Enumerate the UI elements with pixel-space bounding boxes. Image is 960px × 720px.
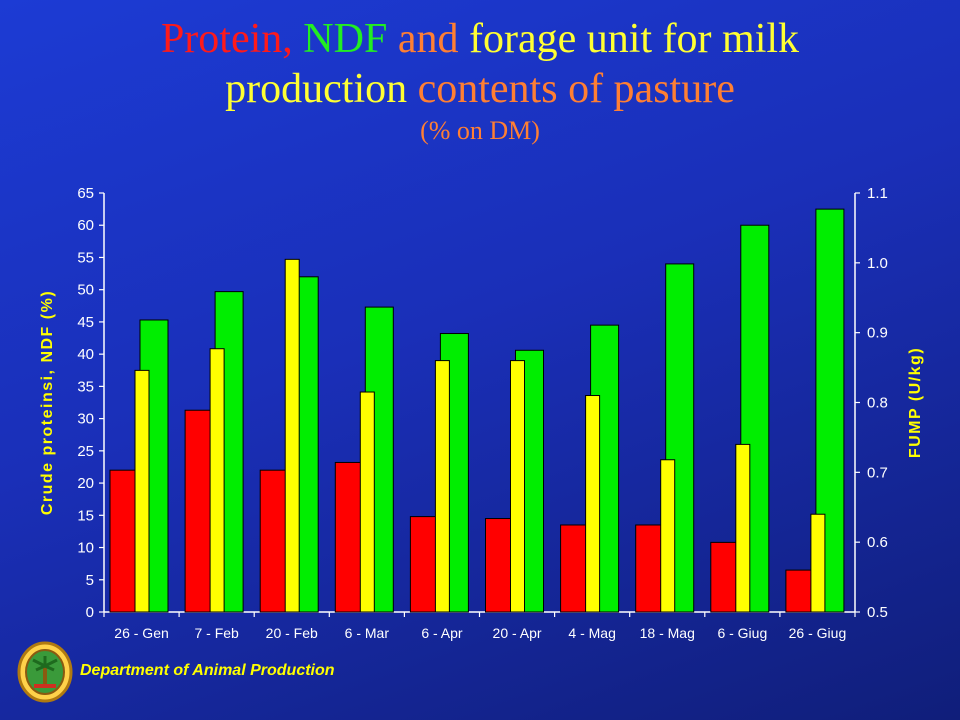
y-tick-label-right: 0.8	[867, 395, 888, 412]
y-tick-label-left: 60	[77, 217, 94, 234]
y-tick-label-left: 5	[86, 572, 94, 589]
y-tick-label-right: 0.5	[867, 604, 888, 621]
y-axis-title-left: Crude proteinsi, NDF (%)	[39, 290, 56, 515]
title-line-1: Protein, NDF and forage unit for milk	[0, 14, 960, 64]
title-word-contents: contents of pasture	[407, 66, 735, 112]
y-tick-label-right: 0.9	[867, 325, 888, 342]
bar-protein	[635, 524, 665, 613]
department-logo	[17, 641, 73, 703]
x-tick-label: 26 - Giug	[789, 625, 847, 641]
bar-protein	[259, 469, 289, 613]
y-tick-label-right: 0.6	[867, 534, 888, 551]
y-tick-label-left: 35	[77, 378, 94, 395]
y-tick-label-left: 15	[77, 507, 94, 524]
x-tick-label: 7 - Feb	[194, 625, 239, 641]
y-tick-label-right: 1.0	[867, 255, 888, 272]
x-tick-label: 18 - Mag	[640, 625, 695, 641]
department-footer: Department of Animal Production	[80, 662, 335, 679]
y-tick-label-left: 10	[77, 540, 94, 557]
title-word-forage: forage unit for milk	[468, 16, 800, 62]
y-axis-title-right: FUMP (U/kg)	[907, 347, 924, 458]
bar-protein	[710, 541, 740, 613]
bar-fump	[434, 360, 450, 613]
y-tick-label-left: 50	[77, 282, 94, 299]
title-word-and: and	[387, 16, 469, 62]
bar-fump	[810, 513, 826, 613]
y-tick-label-left: 25	[77, 443, 94, 460]
y-tick-label-left: 45	[77, 314, 94, 331]
title-word-protein: Protein	[160, 16, 283, 62]
y-tick-label-left: 0	[86, 604, 94, 621]
title-word-production: production	[225, 66, 408, 112]
bar-fump	[585, 395, 601, 613]
x-tick-label: 6 - Mar	[345, 625, 390, 641]
bar-fump	[134, 369, 150, 613]
title-line-2: production contents of pasture	[0, 64, 960, 114]
x-tick-label: 26 - Gen	[114, 625, 168, 641]
y-tick-label-left: 40	[77, 346, 94, 363]
y-tick-label-left: 20	[77, 475, 94, 492]
x-tick-label: 20 - Feb	[266, 625, 318, 641]
slide-title: Protein, NDF and forage unit for milk pr…	[0, 14, 960, 148]
y-tick-label-left: 55	[77, 249, 94, 266]
x-tick-label: 6 - Apr	[421, 625, 463, 641]
bar-protein	[785, 569, 815, 613]
x-tick-label: 20 - Apr	[493, 625, 542, 641]
title-word-ndf: NDF	[303, 16, 388, 62]
bar-protein	[560, 524, 590, 613]
bar-fump	[510, 360, 525, 613]
y-tick-label-right: 1.1	[867, 185, 888, 202]
bar-fump	[660, 459, 676, 613]
slide-subtitle: (% on DM)	[420, 116, 540, 145]
bar-fump	[359, 391, 375, 613]
y-tick-label-left: 30	[77, 411, 94, 428]
bar-protein	[409, 516, 439, 613]
x-tick-label: 6 - Giug	[717, 625, 767, 641]
bar-protein	[109, 469, 139, 613]
bar-fump	[209, 348, 225, 613]
bar-protein	[334, 461, 364, 613]
bar-protein	[485, 518, 514, 613]
title-comma: ,	[282, 16, 304, 62]
bar-fump	[284, 258, 300, 613]
y-tick-label-right: 0.7	[867, 464, 888, 481]
y-tick-label-left: 65	[77, 185, 94, 202]
x-tick-label: 4 - Mag	[568, 625, 615, 641]
bar-fump	[735, 443, 751, 613]
bar-protein	[184, 409, 214, 613]
